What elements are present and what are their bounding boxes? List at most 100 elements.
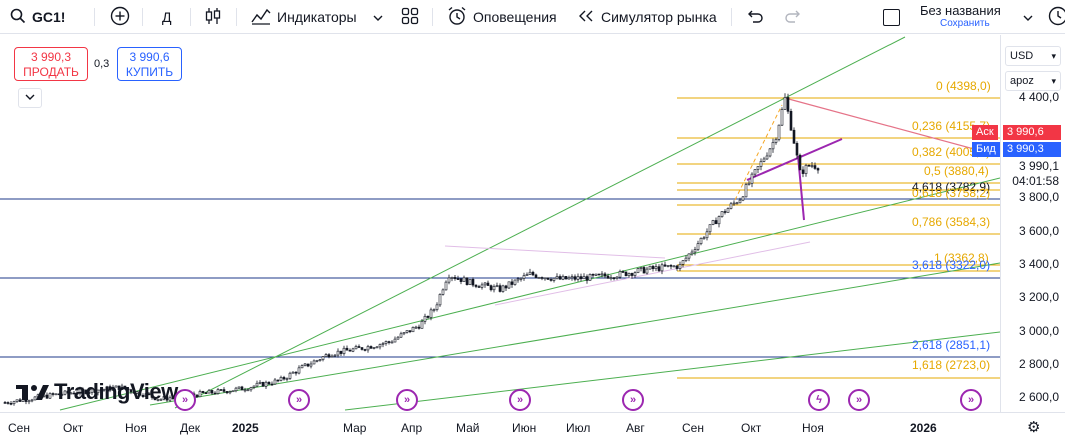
event-marker[interactable]: » (960, 389, 982, 411)
quick-search-button[interactable] (1048, 0, 1065, 34)
chart-type-button[interactable] (204, 0, 222, 34)
divider (190, 8, 191, 26)
buy-button[interactable]: 3 990,6 КУПИТЬ (117, 47, 182, 81)
trend-line (746, 138, 843, 181)
time-label: Май (456, 421, 480, 435)
candle-body (417, 326, 421, 329)
candle-body (621, 271, 625, 273)
event-marker[interactable]: » (288, 389, 310, 411)
candle-body (30, 399, 34, 402)
price-label: 4 400,0 (1018, 90, 1059, 104)
candle-body (141, 394, 145, 397)
candle-body (453, 277, 457, 279)
time-label: Окт (741, 421, 762, 435)
trend-line (149, 262, 1000, 406)
candle-body (777, 124, 781, 140)
fib-level-label: 0,618 (3758,2) (912, 186, 991, 200)
candle-body (282, 377, 286, 380)
candle-body (729, 203, 733, 209)
candle-body (732, 202, 736, 205)
candle-body (246, 389, 250, 392)
collapse-legend-button[interactable] (18, 88, 42, 108)
templates-button[interactable] (401, 0, 419, 34)
candle-body (765, 155, 769, 160)
candle-body (636, 268, 640, 273)
fib-level-label: 1 (3362,8) (934, 251, 989, 265)
candle-body (297, 367, 301, 374)
candle-body (390, 341, 394, 344)
candle-body (789, 111, 793, 131)
indicators-button[interactable]: Индикаторы (251, 0, 383, 34)
candle-body (549, 279, 553, 281)
fib-level-label: 0,786 (3584,3) (912, 215, 991, 229)
candle-body (627, 273, 631, 277)
time-axis[interactable]: Сен Окт Ноя Дек 2025 Мар Апр Май Июн Июл… (0, 412, 1065, 446)
candle-body (69, 392, 73, 395)
scale-value: apoz (1010, 75, 1034, 87)
trend-line (174, 36, 906, 409)
candle-body (525, 274, 529, 276)
price-chart[interactable] (0, 35, 1000, 412)
sell-price: 3 990,3 (30, 50, 72, 64)
candle-body (123, 385, 127, 390)
gear-icon[interactable]: ⚙ (1027, 419, 1041, 436)
candle-body (666, 265, 670, 267)
candle-body (369, 346, 373, 349)
candle-body (510, 281, 514, 285)
divider (432, 8, 433, 26)
symbol-search[interactable]: GC1! (10, 0, 65, 34)
redo-button[interactable] (784, 0, 802, 34)
replay-button[interactable]: Симулятор рынка (577, 0, 717, 34)
candle-body (210, 390, 214, 394)
interval-button[interactable]: Д (162, 0, 171, 34)
candle-body (279, 377, 283, 381)
double-chevron-icon: » (403, 394, 411, 406)
candle-body (315, 359, 319, 362)
candle-body (138, 391, 142, 396)
candle-body (420, 321, 424, 329)
event-marker[interactable]: » (174, 389, 196, 411)
candle-body (564, 276, 568, 280)
candle-body (717, 216, 721, 225)
candle-body (78, 388, 82, 394)
alerts-button[interactable]: Оповещения (447, 0, 557, 34)
currency-value: USD (1010, 50, 1034, 62)
candle-body (330, 355, 334, 358)
candle-body (648, 265, 652, 270)
event-marker[interactable]: ϟ (808, 389, 830, 411)
candle-body (135, 391, 139, 394)
candle-body (375, 346, 379, 349)
price-axis[interactable]: 4 400,0 3 990,1 04:01:58 3 800,0 3 600,0… (1000, 35, 1065, 412)
fib-level-label: 3,618 (3322,0) (912, 258, 991, 272)
candle-body (144, 393, 148, 397)
candle-body (756, 166, 760, 170)
candle-body (741, 196, 745, 201)
layout-checkbox[interactable] (883, 8, 900, 26)
candle-body (33, 396, 37, 401)
event-marker[interactable]: » (509, 389, 531, 411)
candle-body (597, 273, 601, 276)
event-marker[interactable]: » (848, 389, 870, 411)
candle-body (645, 268, 649, 274)
candle-body (807, 164, 811, 167)
compare-button[interactable] (110, 0, 130, 34)
currency-select[interactable]: USD ▾ (1005, 46, 1061, 66)
undo-button[interactable] (746, 0, 764, 34)
candle-body (471, 278, 475, 286)
double-chevron-icon: » (181, 394, 189, 406)
scale-select[interactable]: apoz ▾ (1005, 71, 1061, 91)
layout-name: Без названия (920, 3, 1001, 18)
candle-body (792, 129, 796, 144)
top-toolbar: GC1! Д Индикаторы Оповещения (0, 0, 1065, 34)
candle-body (84, 389, 88, 394)
candle-body (120, 385, 124, 390)
price-label: 2 800,0 (1018, 357, 1059, 371)
time-label: 2025 (232, 421, 259, 435)
candlestick-series (3, 93, 820, 406)
candle-body (195, 394, 199, 398)
layout-button[interactable]: Без названия Сохранить (883, 0, 1033, 34)
candle-body (804, 164, 808, 174)
event-marker[interactable]: » (622, 389, 644, 411)
sell-button[interactable]: 3 990,3 ПРОДАТЬ (14, 47, 88, 81)
event-marker[interactable]: » (396, 389, 418, 411)
